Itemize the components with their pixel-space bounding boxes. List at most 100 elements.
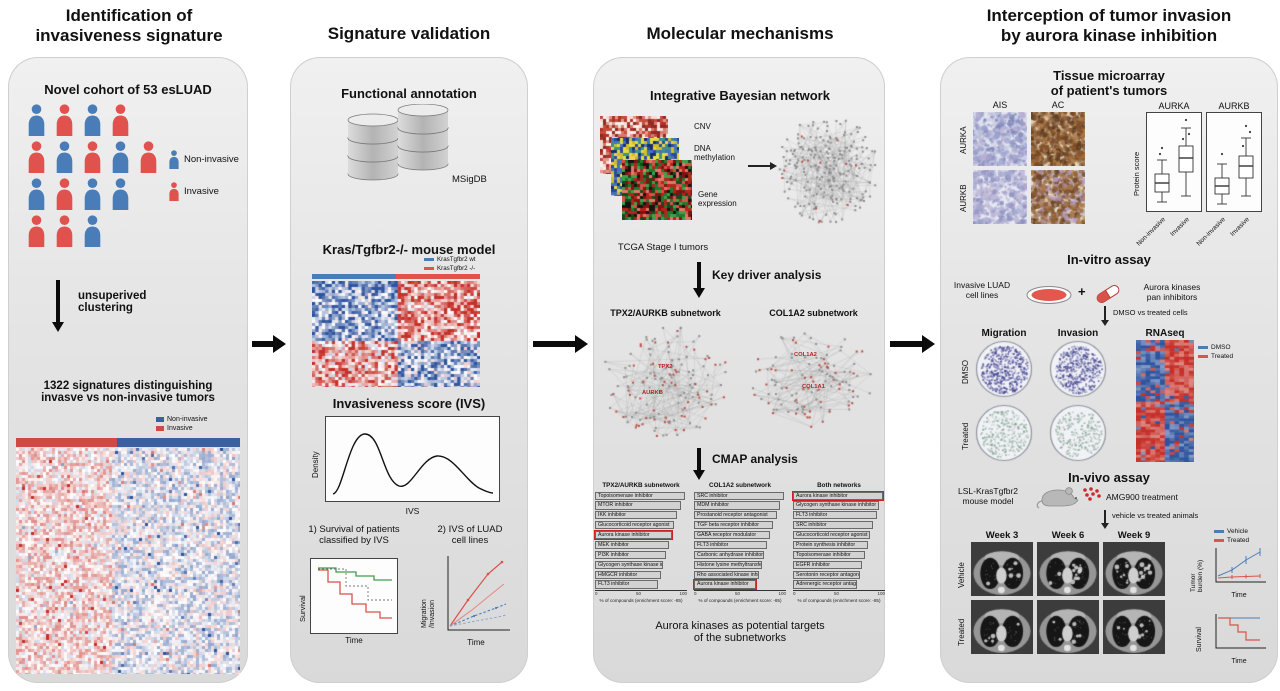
cohort-heading: Novel cohort of 53 esLUAD xyxy=(44,82,212,97)
assay-col-migration: Migration xyxy=(981,328,1027,339)
invitro-arrow-label: DMSO vs treated cells xyxy=(1113,308,1188,317)
panel2-title: Signature validation xyxy=(327,24,491,43)
noninvasive-person-icon xyxy=(54,141,75,173)
mouse-model-heading: Kras/Tgfbr2-/- mouse model xyxy=(322,242,496,257)
cmap-bar: Topoisomerase inhibitor xyxy=(595,491,685,500)
noninvasive-class-segment xyxy=(116,438,240,447)
cmap-bar: MTOR inhibitor xyxy=(595,501,681,510)
invasive-person-icon xyxy=(110,104,131,136)
legend-row: Non-invasive xyxy=(156,416,207,423)
cmap-bar: Prostanoid receptor antagonist xyxy=(694,511,777,520)
invasive-person-icon xyxy=(138,141,159,173)
class-annotation-bar xyxy=(16,438,240,447)
signatures-heading: 1322 signatures distinguishing invasve v… xyxy=(41,380,215,404)
cmap-bar: Glycogen synthase kinase inhibitor xyxy=(793,501,880,510)
survival4-xlabel: Time xyxy=(1231,658,1247,665)
ct-treated-week6 xyxy=(1037,600,1099,654)
expression-label: Gene expression xyxy=(698,190,737,208)
migration-treated-dish xyxy=(975,404,1033,462)
legend-label: DMSO xyxy=(1211,344,1231,351)
cmap-bar: Aurora kinase inhibitor xyxy=(594,529,673,541)
boxplot-header-aurkb: AURKB xyxy=(1218,101,1250,111)
tma-col-ais: AIS xyxy=(992,100,1008,110)
cmap-bar-label: Protein synthesis inhibitor xyxy=(796,541,856,548)
invasive-swatch xyxy=(156,426,164,431)
cmap-group: TPX2/AURKB subnetwork Topoisomerase inhib… xyxy=(594,482,687,603)
noninvasive-person-icon xyxy=(26,104,47,136)
conclusion-caption: Aurora kinases as potential targets of t… xyxy=(655,620,825,644)
cmap-bar: GABA receptor modulator xyxy=(694,531,770,540)
keydriver-label: Key driver analysis xyxy=(712,268,822,282)
panel3-to-panel4-arrow xyxy=(890,341,922,347)
cmap-tick: 100 xyxy=(877,591,885,597)
people-row xyxy=(26,178,159,210)
cmap-group: COL1A2 subnetwork SRC inhibitor MDM inhibi… xyxy=(692,482,786,604)
ct-row-treated: Treated xyxy=(957,618,966,646)
week9-header: Week 9 xyxy=(1117,530,1151,541)
cmap-bar-label: MEK inhibitor xyxy=(598,541,629,548)
cmap-bar: HMGCR inhibitor xyxy=(595,570,661,579)
legend-label: Vehicle xyxy=(1227,528,1248,535)
cmap-bar: Glucocorticoid receptor agonist xyxy=(793,531,871,540)
panel1-to-panel2-arrow xyxy=(252,341,273,347)
cmap-bar-label: Aurora kinase inhibitor xyxy=(697,581,749,588)
noninvasive-person-icon xyxy=(26,178,47,210)
cmap-bar-label: Rho associated kinase inhibitor xyxy=(697,571,758,578)
people-row xyxy=(26,141,159,173)
cmap-bar-label: Glycogen synthase kinase inhibitor xyxy=(796,502,877,509)
luad-heading: 2) IVS of LUAD cell lines xyxy=(437,524,503,546)
plus-sign: + xyxy=(1078,284,1086,299)
boxplot-ylabel: Protein score xyxy=(1132,151,1141,196)
clustering-arrow xyxy=(56,280,60,322)
node-label-col1a1: COL1A1 xyxy=(802,384,825,390)
invasion-treated-dish xyxy=(1049,404,1107,462)
cmap-bar-label: Serotonin receptor antagonist xyxy=(796,571,859,578)
cohort-legend: Non-invasive Invasive xyxy=(168,150,239,214)
cmap-bar-label: SRC inhibitor xyxy=(796,522,827,529)
legend-row: Treated xyxy=(1198,353,1233,360)
tpx2-aurkb-network xyxy=(598,322,732,440)
cmap-bar: Topoisomerase inhibitor xyxy=(793,550,865,559)
noninvasive-person-icon xyxy=(82,104,103,136)
invasion-dmso-dish xyxy=(1049,340,1107,398)
wt-class-segment xyxy=(312,274,396,279)
mouse-annotation-bar xyxy=(312,274,480,279)
cmap-axis-label: % of compounds (enrichment score: -85) xyxy=(797,598,881,604)
clustering-label: unsuperived clustering xyxy=(78,290,147,314)
mouse-model-heatmap xyxy=(312,281,480,387)
cmap-axis: 0 50 100 xyxy=(595,590,687,598)
cmap-bar: PI3K inhibitor xyxy=(595,550,667,559)
ko-swatch xyxy=(424,267,434,270)
invivo-arrow-label: vehicle vs treated animals xyxy=(1112,511,1199,520)
survival-ylabel: Survival xyxy=(298,595,307,622)
methylation-label: DNA methylation xyxy=(694,144,735,162)
legend-row: Treated xyxy=(1214,537,1249,544)
omics-to-network-arrow xyxy=(748,165,770,168)
cmap-axis-label: % of compounds (enrichment score: -85) xyxy=(698,598,782,604)
legend-label: Non-invasive xyxy=(167,416,208,423)
cmap-bar-label: Topoisomerase inhibitor xyxy=(796,551,851,558)
ct-vehicle-week6 xyxy=(1037,542,1099,596)
density-ylabel: Density xyxy=(311,451,320,478)
legend-label: Invasive xyxy=(184,186,219,197)
invivo-arrow xyxy=(1104,510,1107,523)
legend-label: Treated xyxy=(1227,537,1250,544)
cmap-group: Both networks Aurora kinase inhibitor Glyc… xyxy=(792,482,885,604)
bayesian-network-graph xyxy=(776,110,880,228)
ko-class-segment xyxy=(396,274,480,279)
cells-label: Invasive LUAD cell lines xyxy=(953,280,1011,300)
mouse-label: LSL-KrasTgfbr2 mouse model xyxy=(958,486,1018,506)
ct-vehicle-week3 xyxy=(971,542,1033,596)
assay-row-dmso: DMSO xyxy=(961,360,970,384)
panel1-title: Identification of invasiveness signature xyxy=(35,6,223,46)
migration-dmso-dish xyxy=(975,340,1033,398)
cmap-bar-label: Histone lysine methyltransferase inhibit… xyxy=(697,561,761,568)
subnetwork2-title: COL1A2 subnetwork xyxy=(769,308,858,318)
cell-dish-icon xyxy=(1026,286,1072,304)
burden-legend: Vehicle Treated xyxy=(1214,528,1249,546)
cmap-bar: MDM inhibitor xyxy=(694,501,781,510)
treated-swatch xyxy=(1198,355,1208,358)
cmap-bar-label: Glucocorticoid receptor agonist xyxy=(598,522,670,529)
cmap-bar-label: Topoisomerase inhibitor xyxy=(598,492,653,499)
histology-ais-aurkb xyxy=(973,170,1027,224)
